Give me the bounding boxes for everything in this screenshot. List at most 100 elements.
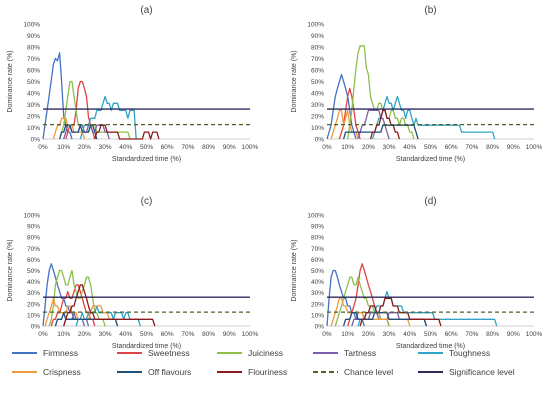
y-tick-label: 60% [311,257,324,264]
x-tick-label: 50% [424,144,437,151]
legend-item-off-flavours: Off flavours [117,367,191,377]
x-tick-label: 40% [119,331,132,338]
x-tick-label: 60% [445,331,458,338]
y-tick-label: 50% [27,268,40,275]
x-tick-label: 40% [119,144,132,151]
series-line-flouriness [369,109,401,140]
y-tick-label: 90% [27,224,40,231]
panel-title: (a) [140,5,152,16]
x-tick-label: 100% [242,331,259,338]
y-tick-label: 10% [27,125,40,132]
legend-label: Significance level [449,367,515,377]
x-tick-label: 90% [223,331,236,338]
y-tick-label: 0% [31,324,41,331]
x-tick-label: 10% [57,144,70,151]
x-tick-label: 20% [78,144,91,151]
y-tick-label: 50% [311,79,324,86]
x-tick-label: 0% [322,144,332,151]
y-tick-label: 40% [27,279,40,286]
y-tick-label: 20% [27,114,40,121]
y-tick-label: 10% [311,312,324,319]
y-axis-label: Dominance rate (%) [291,239,298,301]
y-tick-label: 100% [307,213,324,220]
y-tick-label: 80% [27,235,40,242]
series-line-juiciness [347,45,415,140]
chart-panel-a: (a) 0% 10% 20% 30% 40% 50% 60% 70% 80% 90% 100% 0% 10… [7,5,259,163]
series-line-sweetness [347,263,390,327]
series-line-toughness [79,95,137,140]
x-tick-label: 100% [526,331,543,338]
y-axis-label: Dominance rate (%) [291,50,298,112]
x-tick-label: 70% [465,331,478,338]
x-tick-label: 30% [99,331,112,338]
series-line-flouriness [63,284,156,327]
y-tick-label: 70% [311,56,324,63]
x-tick-label: 90% [223,144,236,151]
x-tick-label: 0% [322,331,332,338]
x-tick-label: 100% [526,144,543,151]
y-tick-label: 80% [311,45,324,52]
y-tick-label: 0% [315,137,325,144]
series-line-toughness [371,95,496,140]
y-tick-label: 30% [27,290,40,297]
x-tick-label: 90% [507,331,520,338]
y-tick-label: 50% [311,268,324,275]
y-tick-label: 40% [27,91,40,98]
y-tick-label: 100% [23,22,40,29]
x-tick-label: 50% [424,331,437,338]
legend-label: Chance level [344,367,393,377]
x-tick-label: 50% [140,144,153,151]
x-tick-label: 30% [383,331,396,338]
y-tick-label: 70% [27,56,40,63]
y-tick-label: 90% [27,33,40,40]
x-tick-label: 20% [362,331,375,338]
legend-label: Off flavours [148,367,191,377]
legend-item-juiciness: Juiciness [217,348,283,358]
x-tick-label: 20% [362,144,375,151]
x-tick-label: 80% [486,331,499,338]
y-tick-label: 0% [315,324,325,331]
legend-item-sweetness: Sweetness [117,348,190,358]
x-tick-label: 70% [181,144,194,151]
y-tick-label: 90% [311,33,324,40]
panel-title: (c) [141,196,153,207]
series-line-firmness [42,263,86,327]
x-tick-label: 50% [140,331,153,338]
legend-item-flouriness: Flouriness [217,367,287,377]
x-tick-label: 60% [161,144,174,151]
y-tick-label: 30% [27,102,40,109]
x-tick-label: 40% [403,331,416,338]
legend-label: Juiciness [248,348,283,358]
y-tick-label: 80% [27,45,40,52]
y-tick-label: 70% [311,246,324,253]
y-tick-label: 40% [311,279,324,286]
x-tick-label: 10% [341,331,354,338]
x-tick-label: 10% [341,144,354,151]
y-tick-label: 50% [27,79,40,86]
x-tick-label: 60% [445,144,458,151]
x-tick-label: 100% [242,144,259,151]
chart-panel-b: (b) 0% 10% 20% 30% 40% 50% 60% 70% 80% 90% 100% 0% 10… [291,5,543,163]
legend-item-chance-level: Chance level [313,367,393,377]
x-axis-label: Standardized time (%) [112,343,181,350]
y-tick-label: 40% [311,91,324,98]
x-tick-label: 30% [383,144,396,151]
y-tick-label: 60% [27,257,40,264]
x-tick-label: 40% [403,144,416,151]
y-tick-label: 0% [31,137,41,144]
legend-item-firmness: Firmness [12,348,78,358]
y-tick-label: 80% [311,235,324,242]
chart-panel-c: (c) 0% 10% 20% 30% 40% 50% 60% 70% 80% 90% 100% 0% 10… [7,196,259,350]
y-tick-label: 10% [27,312,40,319]
x-axis-label: Standardized time (%) [396,343,465,350]
y-tick-label: 70% [27,246,40,253]
legend-label: Crispness [43,367,81,377]
chart-panel-d: (d) 0% 10% 20% 30% 40% 50% 60% 70% 80% 90% 100% 0% 10… [291,196,543,350]
legend-label: Toughness [449,348,490,358]
series-line-firmness [326,73,357,140]
y-tick-label: 100% [23,213,40,220]
x-tick-label: 70% [181,331,194,338]
legend-item-tartness: Tartness [313,348,376,358]
